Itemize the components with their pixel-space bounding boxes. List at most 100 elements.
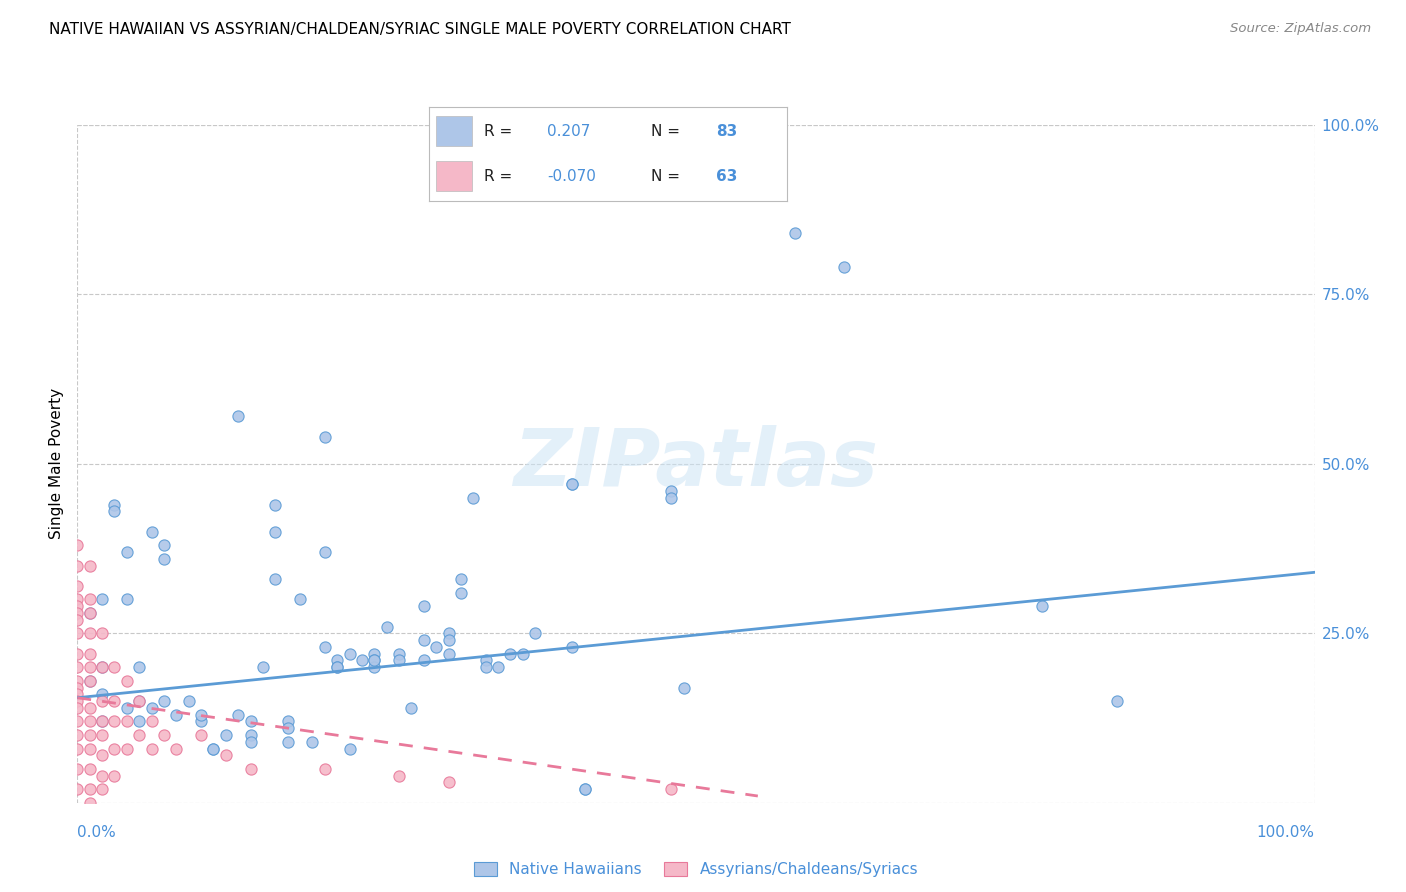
Point — [165, 707, 187, 722]
FancyBboxPatch shape — [436, 161, 472, 191]
Point — [128, 660, 150, 674]
Point — [499, 647, 522, 661]
Point — [66, 613, 89, 627]
Point — [141, 701, 163, 715]
Point — [339, 741, 361, 756]
Point — [277, 714, 299, 729]
Point — [141, 524, 163, 539]
Point — [66, 538, 89, 552]
Point — [288, 592, 311, 607]
Point — [66, 741, 89, 756]
Text: R =: R = — [485, 169, 513, 184]
Text: 83: 83 — [716, 124, 737, 139]
Point — [141, 741, 163, 756]
Point — [277, 721, 299, 735]
Point — [103, 741, 125, 756]
Point — [326, 660, 349, 674]
Point — [66, 714, 89, 729]
Point — [66, 592, 89, 607]
Point — [412, 653, 434, 667]
Point — [512, 647, 534, 661]
Point — [834, 260, 856, 275]
Point — [574, 782, 596, 797]
Point — [79, 714, 101, 729]
Point — [375, 619, 398, 633]
Point — [79, 606, 101, 620]
Point — [66, 673, 89, 688]
Point — [79, 606, 101, 620]
Point — [66, 687, 89, 701]
Point — [79, 558, 101, 573]
Point — [91, 660, 114, 674]
Point — [91, 714, 114, 729]
Point — [202, 741, 225, 756]
Point — [350, 653, 373, 667]
Point — [115, 741, 138, 756]
Point — [659, 782, 682, 797]
Point — [128, 694, 150, 708]
Point — [91, 748, 114, 763]
Point — [128, 728, 150, 742]
Point — [202, 741, 225, 756]
Point — [153, 551, 176, 566]
Point — [388, 769, 411, 783]
Point — [103, 694, 125, 708]
Point — [437, 626, 460, 640]
Point — [79, 647, 101, 661]
Text: 0.207: 0.207 — [547, 124, 591, 139]
Point — [264, 498, 287, 512]
Point — [190, 714, 212, 729]
Point — [66, 694, 89, 708]
Point — [239, 762, 262, 776]
Point — [91, 728, 114, 742]
Point — [301, 735, 323, 749]
Point — [79, 660, 101, 674]
Point — [239, 728, 262, 742]
Point — [103, 769, 125, 783]
Text: ZIPatlas: ZIPatlas — [513, 425, 879, 503]
Point — [190, 707, 212, 722]
Point — [79, 673, 101, 688]
Point — [79, 701, 101, 715]
Point — [659, 483, 682, 498]
Point — [190, 728, 212, 742]
Point — [66, 647, 89, 661]
Point — [437, 775, 460, 789]
Point — [153, 538, 176, 552]
Point — [79, 728, 101, 742]
Point — [474, 660, 496, 674]
Text: 100.0%: 100.0% — [1257, 825, 1315, 840]
Point — [463, 491, 485, 505]
Legend: Native Hawaiians, Assyrians/Chaldeans/Syriacs: Native Hawaiians, Assyrians/Chaldeans/Sy… — [468, 856, 924, 883]
Text: -0.070: -0.070 — [547, 169, 596, 184]
Point — [215, 748, 238, 763]
Point — [363, 653, 385, 667]
Point — [115, 673, 138, 688]
Point — [437, 633, 460, 648]
Point — [215, 728, 238, 742]
Point — [314, 640, 336, 654]
Point — [425, 640, 447, 654]
Point — [450, 572, 472, 586]
Point — [326, 660, 349, 674]
Point — [363, 660, 385, 674]
Point — [363, 653, 385, 667]
Y-axis label: Single Male Poverty: Single Male Poverty — [49, 388, 65, 540]
Point — [66, 558, 89, 573]
Text: 0.0%: 0.0% — [77, 825, 117, 840]
Point — [115, 592, 138, 607]
Point — [561, 477, 583, 491]
Text: NATIVE HAWAIIAN VS ASSYRIAN/CHALDEAN/SYRIAC SINGLE MALE POVERTY CORRELATION CHAR: NATIVE HAWAIIAN VS ASSYRIAN/CHALDEAN/SYR… — [49, 22, 792, 37]
Point — [153, 728, 176, 742]
Text: N =: N = — [651, 169, 681, 184]
Point — [574, 782, 596, 797]
Point — [783, 227, 806, 241]
Point — [115, 714, 138, 729]
Point — [264, 572, 287, 586]
Point — [66, 599, 89, 614]
Point — [1031, 599, 1053, 614]
Point — [103, 498, 125, 512]
Point — [115, 701, 138, 715]
Point — [252, 660, 274, 674]
Point — [239, 714, 262, 729]
